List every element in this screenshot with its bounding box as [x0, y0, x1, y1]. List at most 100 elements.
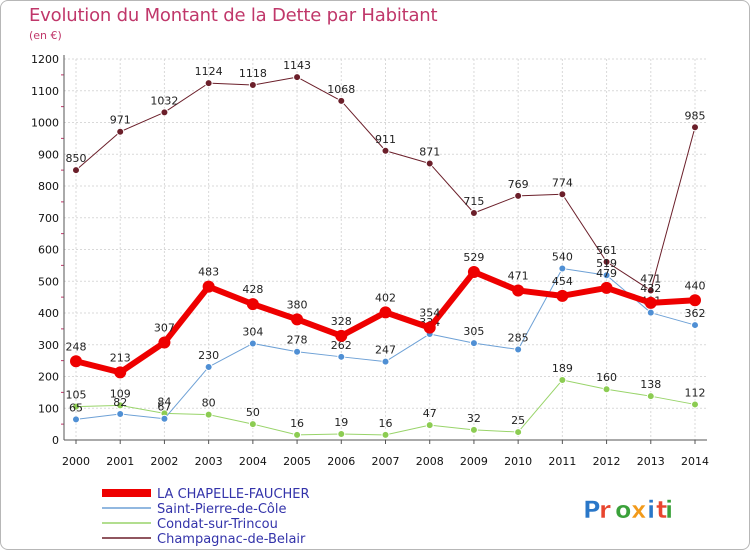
- data-point: [514, 345, 523, 354]
- data-point: [691, 321, 699, 330]
- data-point: [160, 414, 169, 423]
- data-label: 47: [423, 407, 437, 420]
- data-label: 774: [552, 176, 573, 189]
- data-label: 529: [463, 251, 484, 264]
- data-point: [514, 428, 523, 437]
- x-tick-label: 2006: [327, 455, 355, 468]
- data-point: [646, 286, 655, 295]
- logo-letter: P: [583, 496, 601, 524]
- data-label: 1118: [239, 67, 267, 80]
- data-label: 432: [640, 282, 661, 295]
- chart-subtitle: (en €): [29, 29, 62, 42]
- data-point: [602, 385, 611, 394]
- x-tick-label: 2009: [460, 455, 488, 468]
- y-tick-label: 600: [38, 244, 59, 257]
- data-point: [558, 190, 567, 199]
- x-tick-label: 2007: [372, 455, 400, 468]
- data-label: 328: [331, 315, 352, 328]
- data-point: [646, 392, 655, 401]
- data-label: 1032: [150, 94, 178, 107]
- data-label: 479: [596, 267, 617, 280]
- data-label: 354: [419, 307, 440, 320]
- data-label: 65: [69, 401, 83, 414]
- data-label: 82: [113, 396, 127, 409]
- data-point: [158, 336, 171, 349]
- data-label: 715: [463, 195, 484, 208]
- data-label: 84: [157, 395, 171, 408]
- data-label: 1068: [327, 83, 355, 96]
- data-point: [600, 281, 613, 294]
- y-tick-label: 400: [38, 307, 59, 320]
- data-label: 911: [375, 133, 396, 146]
- y-tick-label: 1100: [31, 85, 59, 98]
- y-tick-label: 100: [38, 402, 59, 415]
- data-label: 16: [379, 417, 393, 430]
- data-point: [602, 257, 611, 266]
- logo-letter: i: [665, 496, 673, 524]
- x-tick-label: 2012: [593, 455, 621, 468]
- data-label: 247: [375, 344, 396, 357]
- x-tick-label: 2004: [239, 455, 267, 468]
- data-label: 16: [290, 417, 304, 430]
- data-point: [248, 81, 257, 90]
- y-tick-label: 500: [38, 275, 59, 288]
- data-point: [160, 108, 169, 117]
- data-point: [116, 401, 125, 410]
- x-tick-label: 2011: [548, 455, 576, 468]
- data-label: 80: [202, 397, 216, 410]
- logo-letter: o: [615, 496, 632, 524]
- x-tick-label: 2001: [106, 455, 134, 468]
- x-tick-label: 2003: [195, 455, 223, 468]
- data-label: 285: [508, 332, 529, 345]
- legend-label: LA CHAPELLE-FAUCHER: [157, 487, 310, 502]
- data-label: 871: [419, 145, 440, 158]
- y-tick-label: 800: [38, 180, 59, 193]
- data-label: 109: [110, 387, 131, 400]
- data-label: 985: [685, 109, 706, 122]
- logo-letter: r: [599, 496, 611, 524]
- data-point: [335, 329, 348, 342]
- data-point: [644, 296, 657, 309]
- data-point: [425, 159, 434, 168]
- x-tick-label: 2008: [416, 455, 444, 468]
- data-point: [291, 313, 304, 326]
- data-point: [72, 415, 80, 424]
- data-label: 112: [685, 386, 706, 399]
- data-label: 519: [596, 257, 617, 270]
- data-point: [691, 400, 699, 409]
- data-label: 262: [331, 339, 352, 352]
- data-point: [381, 357, 390, 366]
- data-point: [293, 347, 302, 356]
- data-point: [558, 264, 567, 273]
- data-label: 305: [463, 325, 484, 338]
- data-point: [467, 266, 480, 279]
- legend-label: Saint-Pierre-de-Côle: [157, 502, 286, 517]
- data-point: [204, 79, 213, 88]
- data-label: 971: [110, 114, 131, 127]
- data-label: 540: [552, 251, 573, 264]
- data-point: [691, 123, 699, 132]
- x-tick-label: 2014: [681, 455, 709, 468]
- y-tick-label: 200: [38, 371, 59, 384]
- chart-title: Evolution du Montant de la Dette par Hab…: [29, 5, 438, 26]
- x-tick-label: 2000: [62, 455, 90, 468]
- data-point: [204, 362, 213, 371]
- data-point: [248, 339, 257, 348]
- data-label: 248: [66, 340, 87, 353]
- data-point: [423, 321, 436, 334]
- data-label: 25: [511, 414, 525, 427]
- data-point: [469, 208, 478, 217]
- data-label: 1143: [283, 59, 311, 72]
- data-point: [293, 430, 302, 439]
- data-point: [379, 306, 392, 319]
- data-point: [116, 409, 125, 418]
- data-point: [512, 284, 525, 297]
- data-point: [337, 429, 346, 438]
- data-label: 189: [552, 362, 573, 375]
- y-tick-label: 700: [38, 212, 59, 225]
- data-label: 428: [242, 283, 263, 296]
- data-label: 362: [685, 307, 706, 320]
- data-point: [602, 271, 611, 280]
